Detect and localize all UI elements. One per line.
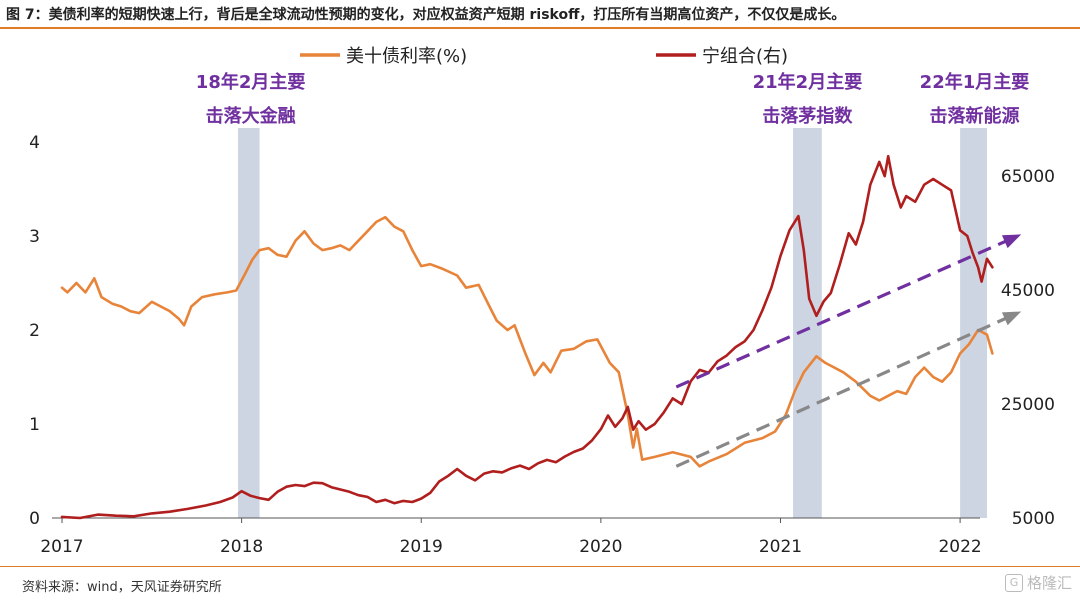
source-note: 资料来源：wind，天风证券研究所 bbox=[22, 580, 222, 595]
trend-line-gray bbox=[675, 311, 1019, 468]
y-left-tick-label: 3 bbox=[29, 227, 40, 247]
trend-arrowhead-gray bbox=[1001, 311, 1022, 326]
annotation-1-line-1: 18年2月主要 bbox=[196, 71, 306, 93]
chart-title: 图 7：美债利率的短期快速上行，背后是全球流动性预期的变化，对应权益资产短期 r… bbox=[6, 7, 846, 23]
annotation-1-line-2: 击落大金融 bbox=[206, 105, 296, 127]
y-left-tick-label: 0 bbox=[29, 509, 40, 529]
legend: 美十债利率(%) 宁组合(右) bbox=[300, 46, 788, 67]
watermark-text: 格隆汇 bbox=[1026, 574, 1072, 592]
series-line-2 bbox=[60, 154, 994, 520]
shaded-period-3 bbox=[960, 128, 988, 518]
x-tick-label: 2021 bbox=[759, 537, 802, 557]
legend-label-1: 美十债利率(%) bbox=[346, 46, 467, 67]
watermark: G 格隆汇 bbox=[1004, 572, 1072, 593]
watermark-logo-icon: G bbox=[1004, 573, 1023, 592]
y-right-tick-label: 25000 bbox=[1001, 395, 1055, 415]
trend-line-purple bbox=[675, 234, 1019, 389]
x-tick-label: 2020 bbox=[579, 537, 622, 557]
x-tick-label: 2019 bbox=[400, 537, 443, 557]
x-tick-label: 2018 bbox=[220, 537, 263, 557]
y-left-tick-label: 4 bbox=[29, 133, 40, 153]
series-line-1 bbox=[60, 215, 994, 468]
legend-label-2: 宁组合(右) bbox=[702, 46, 788, 67]
y-right-tick-label: 45000 bbox=[1001, 281, 1055, 301]
shaded-period-1 bbox=[238, 128, 260, 518]
x-tick-label: 2017 bbox=[40, 537, 83, 557]
y-right-tick-label: 5000 bbox=[1012, 509, 1055, 529]
title-bar: 图 7：美债利率的短期快速上行，背后是全球流动性预期的变化，对应权益资产短期 r… bbox=[0, 0, 1080, 29]
footer-divider bbox=[0, 566, 1080, 567]
y-left-tick-label: 2 bbox=[29, 321, 40, 341]
annotation-3-line-1: 22年1月主要 bbox=[920, 71, 1030, 93]
y-right-tick-label: 65000 bbox=[1001, 167, 1055, 187]
x-tick-label: 2022 bbox=[938, 537, 981, 557]
annotation-2-line-2: 击落茅指数 bbox=[762, 105, 853, 127]
y-left-tick-label: 1 bbox=[29, 415, 40, 435]
title-divider bbox=[0, 27, 1080, 29]
annotation-2-line-1: 21年2月主要 bbox=[753, 71, 863, 93]
annotation-3-line-2: 击落新能源 bbox=[929, 105, 1019, 127]
trend-arrowhead-purple bbox=[1001, 234, 1022, 249]
